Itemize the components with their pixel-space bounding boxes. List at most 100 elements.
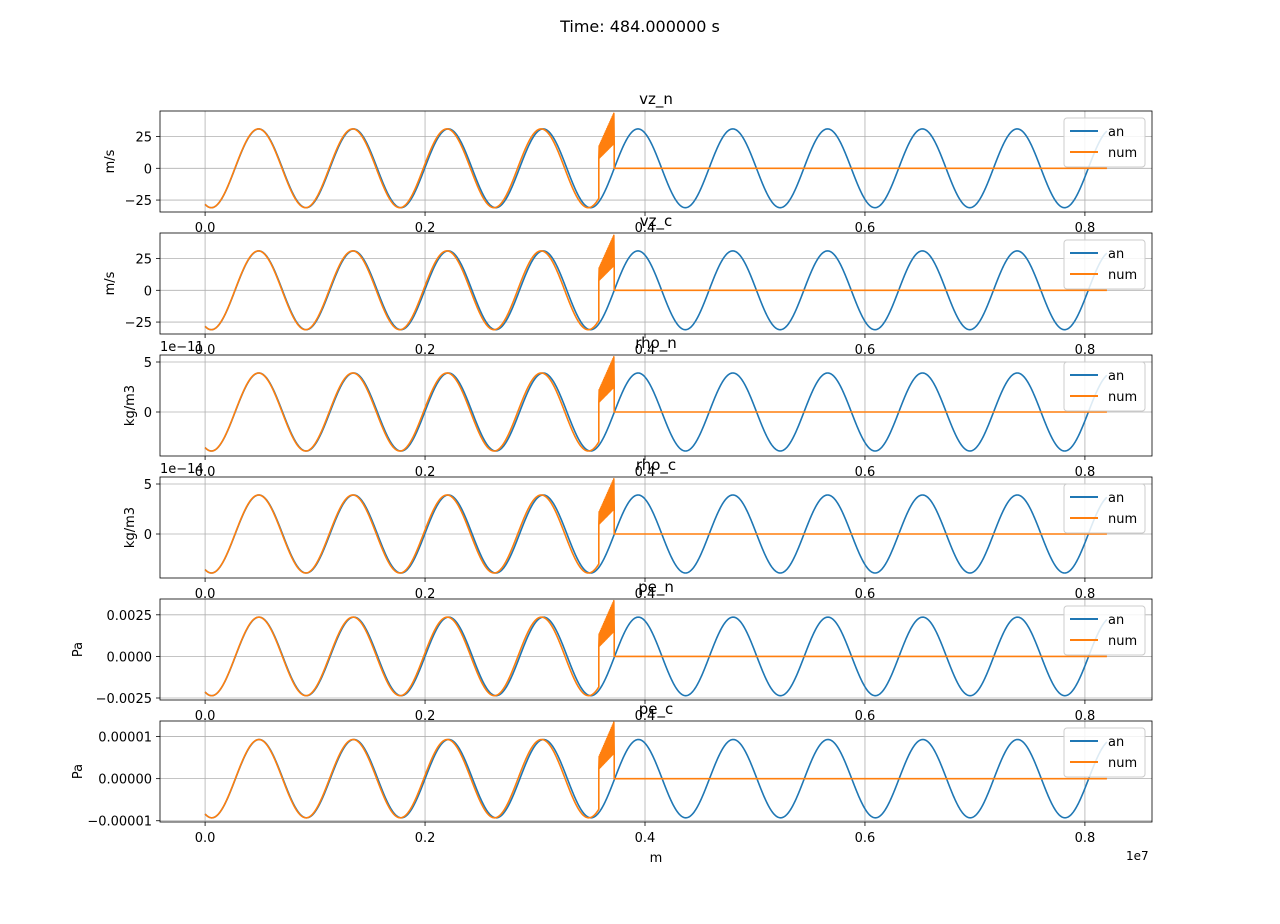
y-tick-label: 5 bbox=[144, 356, 152, 371]
legend-label-an: an bbox=[1108, 735, 1124, 750]
y-tick-label: −25 bbox=[125, 316, 152, 331]
y-tick-label: 0 bbox=[144, 528, 152, 543]
y-tick-label: 0 bbox=[144, 406, 152, 421]
y-tick-label: −0.00001 bbox=[87, 815, 152, 830]
x-tick-label: 0.8 bbox=[1075, 587, 1096, 602]
legend: an num bbox=[1063, 483, 1146, 534]
plot-area bbox=[204, 599, 1108, 697]
subplot-title: pe_n bbox=[638, 578, 674, 597]
y-tick-label: 0 bbox=[144, 284, 152, 299]
plot-area bbox=[204, 234, 1108, 331]
y-offset-text: 1e−11 bbox=[160, 340, 204, 355]
subplot-title: rho_c bbox=[636, 456, 676, 475]
legend-label-an: an bbox=[1108, 491, 1124, 506]
y-axis-label: Pa bbox=[71, 764, 86, 779]
subplot-pe_c: 0.0 0.2 0.4 0.6 0.8 −0.00001 0.00000 0.00001 pe_… bbox=[71, 700, 1153, 846]
x-axis-label: m bbox=[650, 851, 663, 866]
x-tick-label: 0.2 bbox=[415, 465, 436, 480]
x-tick-label: 0.4 bbox=[635, 709, 656, 724]
axes-frame bbox=[159, 598, 1153, 701]
x-tick-label: 0.6 bbox=[855, 709, 876, 724]
series-line-num bbox=[204, 721, 1107, 819]
axes-frame bbox=[159, 354, 1153, 457]
x-tick-label: 0.8 bbox=[1075, 709, 1096, 724]
legend-label-an: an bbox=[1108, 125, 1124, 140]
figure-suptitle: Time: 484.000000 s bbox=[559, 17, 720, 36]
subplot-rho_c: 0.0 0.2 0.4 0.6 0.8 0 5 rho_c kg/m3 1e−14 an num bbox=[123, 456, 1153, 602]
x-tick-label: 0.8 bbox=[1075, 465, 1096, 480]
legend: an num bbox=[1063, 361, 1146, 412]
legend-label-an: an bbox=[1108, 247, 1124, 262]
y-tick-label: 0 bbox=[144, 162, 152, 177]
x-tick-label: 0.2 bbox=[415, 343, 436, 358]
y-tick-label: −0.0025 bbox=[96, 692, 152, 707]
y-tick-label: 0.00001 bbox=[98, 731, 152, 746]
x-tick-label: 0.0 bbox=[195, 465, 216, 480]
series-line-num bbox=[204, 478, 1107, 574]
plot-area bbox=[204, 721, 1108, 819]
y-axis-label: kg/m3 bbox=[123, 385, 138, 426]
x-tick-label: 0.0 bbox=[195, 587, 216, 602]
x-tick-label: 0.0 bbox=[195, 343, 216, 358]
legend: an num bbox=[1063, 727, 1146, 778]
y-tick-label: 0.0025 bbox=[107, 609, 153, 624]
plot-area bbox=[204, 356, 1108, 452]
y-offset-text: 1e−14 bbox=[160, 462, 204, 477]
y-tick-label: 0.0000 bbox=[107, 650, 153, 665]
subplot-vz_n: 0.0 0.2 0.4 0.6 0.8 −25 0 25 vz_n m/s an num bbox=[103, 90, 1153, 236]
x-tick-label: 0.0 bbox=[195, 831, 216, 846]
plot-area bbox=[204, 112, 1108, 209]
subplot-title: rho_n bbox=[635, 334, 677, 353]
x-tick-label: 0.4 bbox=[635, 465, 656, 480]
y-tick-label: 25 bbox=[135, 253, 152, 268]
y-axis-label: kg/m3 bbox=[123, 507, 138, 548]
x-tick-label: 0.2 bbox=[415, 831, 436, 846]
x-tick-label: 0.4 bbox=[635, 587, 656, 602]
x-tick-label: 0.2 bbox=[415, 709, 436, 724]
legend-label-an: an bbox=[1108, 613, 1124, 628]
series-line-num bbox=[204, 599, 1107, 697]
axes-frame bbox=[159, 720, 1153, 823]
x-tick-label: 0.8 bbox=[1075, 221, 1096, 236]
y-axis-label: m/s bbox=[103, 149, 118, 173]
x-tick-label: 0.0 bbox=[195, 709, 216, 724]
x-tick-label: 0.0 bbox=[195, 221, 216, 236]
legend-label-num: num bbox=[1108, 268, 1137, 283]
x-tick-label: 0.6 bbox=[855, 343, 876, 358]
x-tick-label: 0.4 bbox=[635, 221, 656, 236]
subplot-pe_n: 0.0 0.2 0.4 0.6 0.8 −0.0025 0.0000 0.0025 pe_n Pa… bbox=[71, 578, 1153, 724]
y-tick-label: 0.00000 bbox=[98, 773, 152, 788]
legend-label-num: num bbox=[1108, 634, 1137, 649]
subplot-title: vz_n bbox=[639, 90, 673, 109]
legend: an num bbox=[1063, 239, 1146, 290]
y-axis-label: Pa bbox=[71, 642, 86, 657]
x-tick-label: 0.8 bbox=[1075, 343, 1096, 358]
legend-label-num: num bbox=[1108, 756, 1137, 771]
x-tick-label: 0.6 bbox=[855, 465, 876, 480]
plot-area bbox=[204, 478, 1108, 574]
subplot-rho_n: 0.0 0.2 0.4 0.6 0.8 0 5 rho_n kg/m3 1e−11 an num bbox=[123, 334, 1153, 480]
legend-label-num: num bbox=[1108, 146, 1137, 161]
x-axis-offset-text: 1e7 bbox=[1126, 849, 1149, 863]
axes-frame bbox=[159, 232, 1153, 335]
x-tick-label: 0.6 bbox=[855, 221, 876, 236]
legend-label-num: num bbox=[1108, 390, 1137, 405]
legend-label-num: num bbox=[1108, 512, 1137, 527]
x-tick-label: 0.4 bbox=[635, 343, 656, 358]
series-line-num bbox=[204, 356, 1107, 452]
y-tick-label: 25 bbox=[135, 131, 152, 146]
series-line-num bbox=[204, 234, 1107, 331]
axes-frame bbox=[159, 476, 1153, 579]
y-axis-label: m/s bbox=[103, 271, 118, 295]
y-tick-label: 5 bbox=[144, 478, 152, 493]
x-tick-label: 0.2 bbox=[415, 587, 436, 602]
axes-frame bbox=[159, 110, 1153, 213]
legend-label-an: an bbox=[1108, 369, 1124, 384]
series-line-num bbox=[204, 112, 1107, 209]
x-tick-label: 0.6 bbox=[855, 587, 876, 602]
y-tick-label: −25 bbox=[125, 194, 152, 209]
x-tick-label: 0.6 bbox=[855, 831, 876, 846]
subplot-title: pe_c bbox=[639, 700, 674, 719]
